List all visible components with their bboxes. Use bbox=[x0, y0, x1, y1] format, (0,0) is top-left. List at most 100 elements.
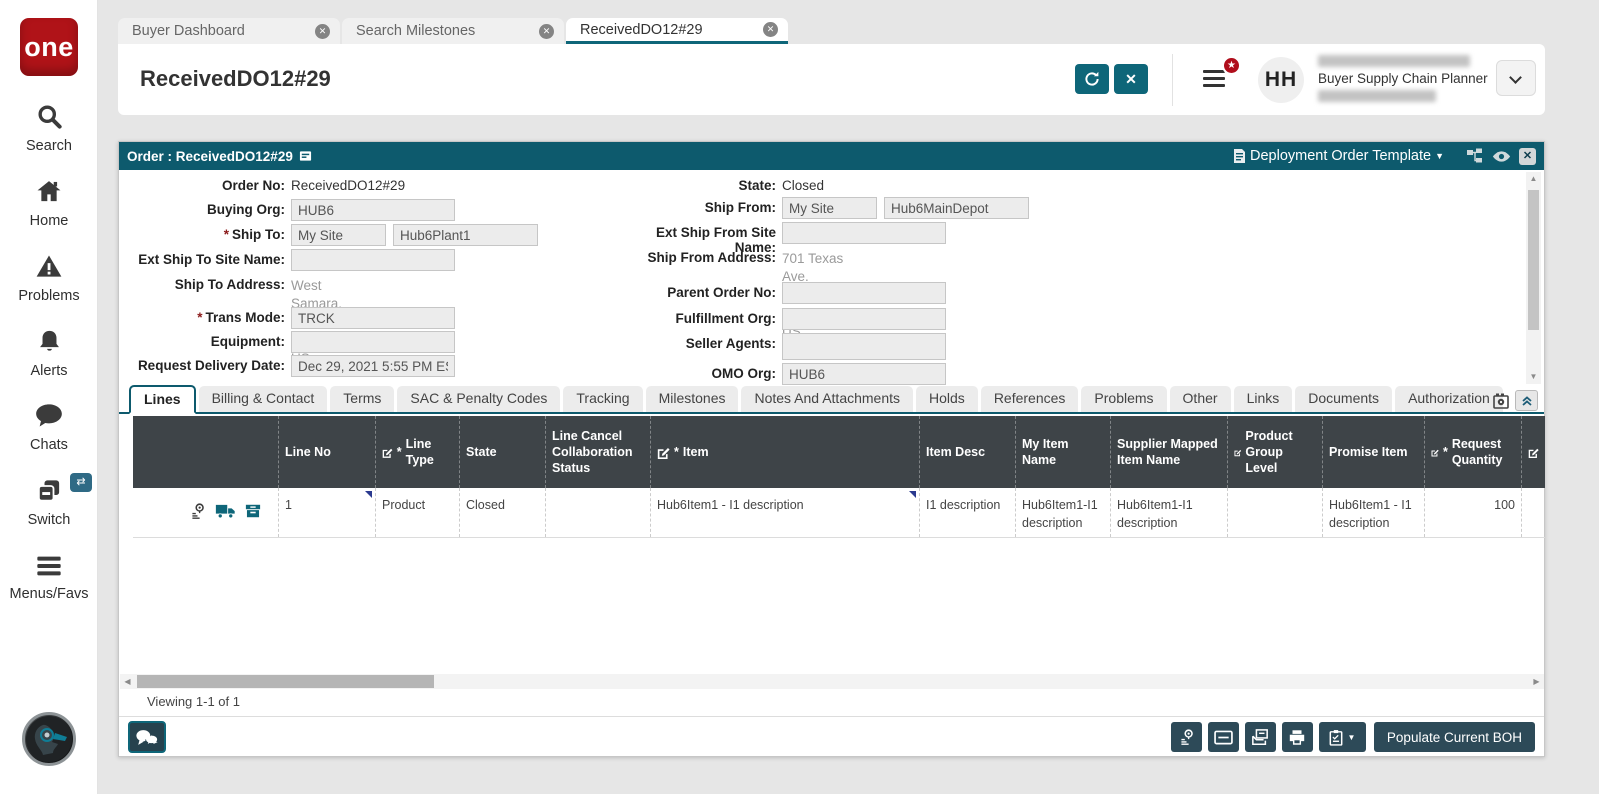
sidebar-item-search[interactable]: Search bbox=[0, 103, 98, 154]
sidebar-item-menus-favs[interactable]: Menus/Favs bbox=[0, 554, 98, 602]
header-cell-request-qty[interactable]: * Request Quantity bbox=[1424, 416, 1521, 488]
tab-buyer-dashboard[interactable]: Buyer Dashboard ✕ bbox=[118, 18, 340, 44]
cell-line-type[interactable]: Product bbox=[375, 488, 459, 537]
chevron-down-icon[interactable]: ▼ bbox=[1435, 151, 1444, 161]
tab-search-milestones[interactable]: Search Milestones ✕ bbox=[342, 18, 564, 44]
tab-references[interactable]: References bbox=[980, 386, 1079, 412]
user-dropdown-button[interactable] bbox=[1496, 60, 1536, 96]
tab-received-do12[interactable]: ReceivedDO12#29 ✕ bbox=[566, 18, 788, 44]
close-icon[interactable]: ✕ bbox=[539, 23, 554, 39]
header-cell-item[interactable]: * Item bbox=[650, 416, 919, 488]
close-view-button[interactable]: ✕ bbox=[1114, 64, 1148, 94]
header-cell-product-group[interactable]: Product Group Level bbox=[1227, 416, 1322, 488]
tab-lines[interactable]: Lines bbox=[129, 385, 196, 414]
avatar[interactable]: HH bbox=[1258, 57, 1304, 103]
sidebar-item-switch[interactable]: Switch ⇄ bbox=[0, 473, 98, 528]
cell-state[interactable]: Closed bbox=[459, 488, 545, 537]
cell-item-desc[interactable]: I1 description bbox=[919, 488, 1015, 537]
user-menu-button[interactable]: ★ bbox=[1203, 56, 1243, 96]
archive-icon[interactable] bbox=[245, 503, 261, 519]
parent-order-no-input[interactable] bbox=[782, 282, 946, 304]
tab-documents[interactable]: Documents bbox=[1295, 386, 1393, 412]
cell-promise-item[interactable]: Hub6Item1 - I1 description bbox=[1322, 488, 1424, 537]
workspace-tabs: Buyer Dashboard ✕ Search Milestones ✕ Re… bbox=[118, 18, 790, 44]
note-marker bbox=[909, 491, 916, 498]
scrollbar-thumb[interactable] bbox=[1528, 190, 1539, 330]
tab-holds[interactable]: Holds bbox=[916, 386, 978, 412]
cell-line-no[interactable]: 1 bbox=[278, 488, 375, 537]
tab-terms[interactable]: Terms bbox=[330, 386, 395, 412]
assistant-logo[interactable] bbox=[22, 712, 76, 766]
cell-product-group[interactable] bbox=[1227, 488, 1322, 537]
tab-authorization[interactable]: Authorization bbox=[1395, 386, 1503, 412]
hierarchy-view-button[interactable] bbox=[1466, 148, 1484, 164]
cell-request-qty[interactable]: 100 bbox=[1424, 488, 1521, 537]
form-vertical-scrollbar[interactable]: ▲ ▼ bbox=[1526, 172, 1541, 384]
tab-links[interactable]: Links bbox=[1233, 386, 1293, 412]
scrollbar-thumb[interactable] bbox=[137, 675, 434, 688]
scroll-up-arrow[interactable]: ▲ bbox=[1529, 174, 1538, 183]
tab-notes-attachments[interactable]: Notes And Attachments bbox=[741, 386, 914, 412]
print-button[interactable] bbox=[1281, 722, 1313, 752]
tab-other[interactable]: Other bbox=[1169, 386, 1231, 412]
fulfillment-org-input[interactable] bbox=[782, 308, 946, 330]
tab-sac-penalty[interactable]: SAC & Penalty Codes bbox=[397, 386, 561, 412]
ship-to-site-input[interactable] bbox=[393, 224, 538, 246]
close-icon[interactable]: ✕ bbox=[315, 23, 330, 39]
scroll-right-arrow[interactable]: ▶ bbox=[1533, 677, 1540, 686]
switch-badge-icon[interactable]: ⇄ bbox=[70, 473, 92, 492]
ship-from-site-input[interactable] bbox=[884, 197, 1029, 219]
sidebar-item-chats[interactable]: Chats bbox=[0, 403, 98, 453]
request-delivery-date-input[interactable] bbox=[291, 355, 455, 377]
ship-from-type-input[interactable] bbox=[782, 197, 877, 219]
header-cell-state[interactable]: State bbox=[459, 416, 545, 488]
export-button[interactable] bbox=[1244, 722, 1276, 752]
close-icon[interactable]: ✕ bbox=[763, 22, 778, 37]
sidebar-item-home[interactable]: Home bbox=[0, 178, 98, 229]
header-cell-line-no[interactable]: Line No bbox=[278, 416, 375, 488]
ship-to-type-input[interactable] bbox=[291, 224, 386, 246]
refresh-button[interactable] bbox=[1075, 64, 1109, 94]
sidebar-item-alerts[interactable]: Alerts bbox=[0, 328, 98, 379]
tab-milestones[interactable]: Milestones bbox=[645, 386, 739, 412]
tab-problems[interactable]: Problems bbox=[1081, 386, 1167, 412]
scroll-left-arrow[interactable]: ◀ bbox=[124, 677, 131, 686]
populate-current-boh-button[interactable]: Populate Current BOH bbox=[1373, 722, 1535, 752]
header-cell-promise-item[interactable]: Promise Item bbox=[1322, 416, 1424, 488]
collapse-grid-button[interactable] bbox=[1515, 390, 1538, 411]
grid-settings-icon[interactable] bbox=[1492, 392, 1510, 410]
header-cell-supplier-mapped[interactable]: Supplier Mapped Item Name bbox=[1110, 416, 1227, 488]
omo-org-input[interactable] bbox=[782, 363, 946, 385]
card-view-button[interactable] bbox=[1207, 722, 1239, 752]
trans-mode-input[interactable] bbox=[291, 307, 455, 329]
cell-my-item-name[interactable]: Hub6Item1-I1 description bbox=[1015, 488, 1110, 537]
watch-button[interactable] bbox=[1492, 150, 1511, 163]
cell-line-cancel[interactable] bbox=[545, 488, 650, 537]
cell-supplier-mapped[interactable]: Hub6Item1-I1 description bbox=[1110, 488, 1227, 537]
table-horizontal-scrollbar[interactable]: ◀ ▶ bbox=[120, 674, 1544, 689]
one-network-logo[interactable]: one bbox=[20, 18, 78, 76]
table-row[interactable]: 1 Product Closed Hub6Item1 - I1 descript… bbox=[133, 488, 1545, 538]
truck-icon[interactable] bbox=[215, 503, 236, 519]
header-cell-line-cancel[interactable]: Line Cancel Collaboration Status bbox=[545, 416, 650, 488]
scroll-down-arrow[interactable]: ▼ bbox=[1529, 372, 1538, 381]
report-menu-button[interactable]: ▼ bbox=[1318, 722, 1366, 752]
header-cell-item-desc[interactable]: Item Desc bbox=[919, 416, 1015, 488]
tab-billing-contact[interactable]: Billing & Contact bbox=[198, 386, 328, 412]
chat-button[interactable] bbox=[128, 721, 166, 753]
sidebar-item-problems[interactable]: Problems bbox=[0, 253, 98, 304]
cell-item[interactable]: Hub6Item1 - I1 description bbox=[650, 488, 919, 537]
panel-close-button[interactable]: ✕ bbox=[1519, 147, 1536, 165]
seller-agents-input[interactable] bbox=[782, 333, 946, 360]
header-cell-my-item-name[interactable]: My Item Name bbox=[1015, 416, 1110, 488]
template-selector[interactable]: Deployment Order Template bbox=[1250, 148, 1432, 164]
buying-org-input[interactable] bbox=[291, 199, 455, 221]
equipment-input[interactable] bbox=[291, 331, 455, 353]
ext-ship-to-site-input[interactable] bbox=[291, 249, 455, 271]
ext-ship-from-site-input[interactable] bbox=[782, 222, 946, 244]
warning-icon bbox=[36, 255, 62, 277]
milestone-pin-icon[interactable] bbox=[189, 502, 206, 520]
header-cell-line-type[interactable]: * Line Type bbox=[375, 416, 459, 488]
tab-tracking[interactable]: Tracking bbox=[563, 386, 643, 412]
milestones-button[interactable] bbox=[1170, 722, 1202, 752]
